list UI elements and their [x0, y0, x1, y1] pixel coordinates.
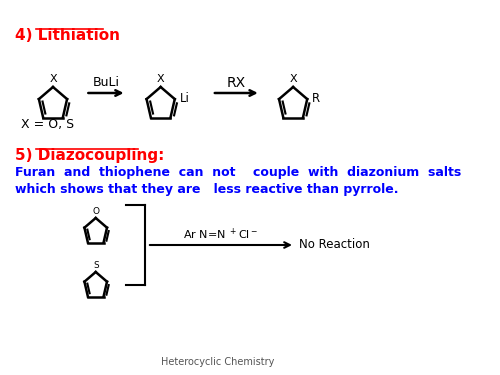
Text: X: X [49, 74, 57, 84]
Text: O: O [92, 207, 99, 216]
Text: R: R [312, 92, 320, 105]
Text: which shows that they are   less reactive than pyrrole.: which shows that they are less reactive … [16, 183, 399, 196]
Text: X: X [157, 74, 164, 84]
Text: Li: Li [180, 92, 190, 105]
Text: X: X [290, 74, 297, 84]
Text: S: S [93, 261, 98, 270]
Text: BuLi: BuLi [92, 76, 120, 89]
Text: RX: RX [226, 76, 246, 90]
Text: No Reaction: No Reaction [299, 238, 370, 252]
Text: X = O, S: X = O, S [22, 118, 74, 131]
Text: Ar N=N $^+$Cl$^-$: Ar N=N $^+$Cl$^-$ [183, 227, 258, 242]
Text: Furan  and  thiophene  can  not    couple  with  diazonium  salts: Furan and thiophene can not couple with … [16, 166, 462, 179]
Text: 5) Diazocoupling:: 5) Diazocoupling: [16, 148, 165, 163]
Text: 4) Lithiation: 4) Lithiation [16, 28, 120, 43]
Text: Heterocyclic Chemistry: Heterocyclic Chemistry [161, 357, 274, 367]
